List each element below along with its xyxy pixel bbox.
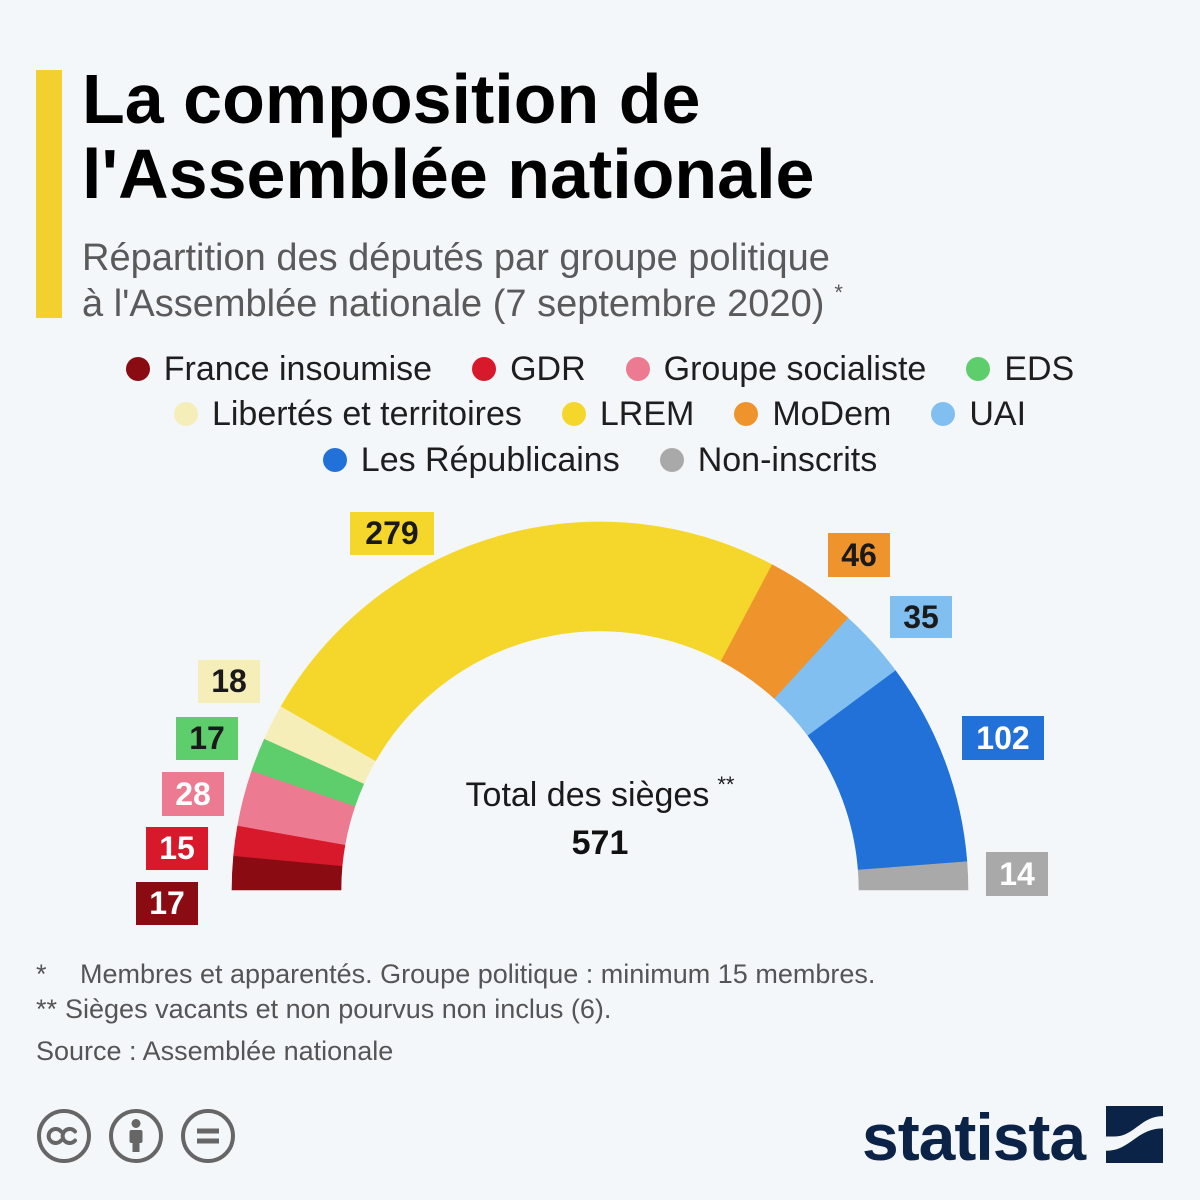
source-note: Source : Assemblée nationale bbox=[36, 1036, 394, 1066]
subtitle-footnote-marker: * bbox=[834, 280, 843, 305]
title-line-1: La composition de bbox=[82, 60, 701, 138]
legend-row-2: Libertés et territoires LREM MoDem UAI bbox=[0, 391, 1200, 437]
value-label-groupe-socialiste: 28 bbox=[162, 772, 224, 816]
footnote-1: * Membres et apparentés. Groupe politique… bbox=[36, 956, 875, 992]
footnote-marker: ** bbox=[36, 994, 58, 1024]
legend-dot bbox=[472, 357, 497, 381]
value-label-non-inscrits: 14 bbox=[986, 852, 1048, 896]
footnote-text: Membres et apparentés. Groupe politique … bbox=[80, 959, 876, 989]
statista-logo-icon bbox=[1106, 1106, 1163, 1163]
legend-item-libertes-et-territoires: Libertés et territoires bbox=[173, 394, 522, 434]
value-label-libertes-et-territoires: 18 bbox=[198, 660, 260, 703]
legend-row-3: Les Républicains Non-inscrits bbox=[0, 437, 1200, 483]
legend-label: Libertés et territoires bbox=[211, 394, 522, 433]
legend-item-les-republicains: Les Républicains bbox=[322, 440, 620, 480]
subtitle-line-1: Répartition des députés par groupe polit… bbox=[82, 237, 830, 279]
title-line-2: l'Assemblée nationale bbox=[82, 135, 815, 213]
value-label-modem: 46 bbox=[828, 533, 890, 577]
legend-item-groupe-socialiste: Groupe socialiste bbox=[625, 349, 927, 389]
footnote-text: Sièges vacants et non pourvus non inclus… bbox=[65, 994, 612, 1024]
legend-item-gdr: GDR bbox=[472, 350, 586, 389]
legend-item-modem: MoDem bbox=[734, 395, 891, 434]
legend-item-non-inscrits: Non-inscrits bbox=[659, 440, 878, 480]
no-derivatives-icon bbox=[181, 1109, 235, 1163]
legend-item-uai: UAI bbox=[931, 395, 1026, 434]
legend-dot bbox=[561, 402, 586, 426]
total-seats-footnote-marker: ** bbox=[717, 772, 735, 797]
legend-dot bbox=[734, 402, 759, 426]
legend-dot bbox=[931, 402, 956, 426]
legend-item-france-insoumise: France insoumise bbox=[125, 349, 433, 389]
legend-dot bbox=[125, 357, 150, 381]
value-label-lrem: 279 bbox=[350, 512, 434, 555]
license-icons bbox=[36, 1108, 236, 1164]
legend-label: GDR bbox=[510, 349, 586, 388]
subtitle-line-2: à l'Assemblée nationale (7 septembre 202… bbox=[82, 280, 843, 327]
value-label-eds: 17 bbox=[176, 717, 238, 760]
legend-label: UAI bbox=[969, 394, 1027, 433]
legend-item-eds: EDS bbox=[966, 350, 1074, 389]
accent-bar bbox=[36, 70, 62, 318]
legend-dot bbox=[173, 402, 198, 426]
value-label-les-republicains: 102 bbox=[962, 716, 1044, 760]
half-donut-chart bbox=[231, 521, 969, 891]
cc-icon bbox=[37, 1109, 91, 1163]
statista-wordmark: statista bbox=[862, 1100, 1086, 1174]
legend-label: Les Républicains bbox=[360, 440, 620, 479]
legend-dot bbox=[659, 448, 684, 472]
page-subtitle: Répartition des députés par groupe polit… bbox=[82, 235, 843, 327]
legend-label: EDS bbox=[1004, 349, 1075, 388]
value-label-gdr: 15 bbox=[146, 827, 208, 870]
legend-label: LREM bbox=[599, 394, 695, 433]
legend-label: MoDem bbox=[772, 394, 892, 433]
value-label-france-insoumise: 17 bbox=[136, 882, 198, 925]
arc-segment-non-inscrits bbox=[857, 861, 969, 891]
legend-dot bbox=[625, 357, 650, 381]
legend-dot bbox=[322, 448, 347, 472]
legend-label: France insoumise bbox=[163, 349, 433, 388]
total-seats-value: 571 bbox=[571, 824, 629, 862]
footnote-2: ** Sièges vacants et non pourvus non incl… bbox=[36, 991, 611, 1027]
footnote-marker: * bbox=[36, 959, 47, 989]
legend-item-lrem: LREM bbox=[561, 394, 695, 434]
arc-segment-lrem bbox=[280, 521, 773, 762]
legend-row-1: France insoumise GDR Groupe socialiste E… bbox=[0, 346, 1200, 392]
value-label-uai: 35 bbox=[890, 596, 952, 638]
attribution-icon bbox=[109, 1109, 163, 1163]
subtitle-line-2-text: à l'Assemblée nationale (7 septembre 202… bbox=[82, 283, 825, 325]
total-seats-label: Total des sièges ** bbox=[0, 772, 1200, 819]
total-seats-text: Total des sièges bbox=[465, 776, 710, 814]
legend-label: Non-inscrits bbox=[697, 440, 878, 479]
page-title: La composition de l'Assemblée nationale bbox=[82, 62, 814, 212]
legend-dot bbox=[966, 357, 991, 381]
legend-label: Groupe socialiste bbox=[663, 349, 927, 388]
